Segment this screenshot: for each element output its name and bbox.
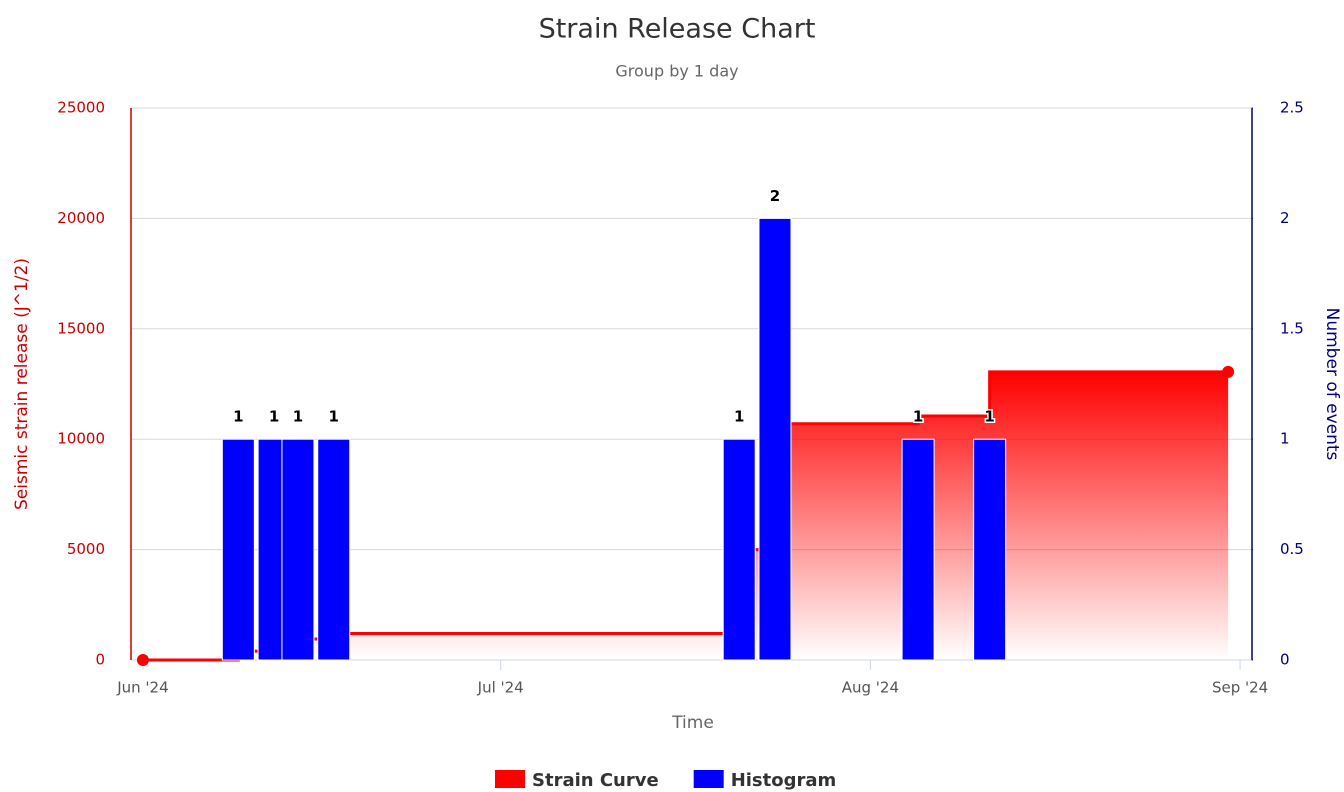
y2-tick-label: 2.5 — [1280, 99, 1304, 117]
legend-swatch — [495, 770, 525, 788]
histogram-bar — [221, 438, 255, 661]
x-tick-label: Jun '24 — [116, 679, 168, 697]
legend: Strain Curve Histogram — [495, 770, 836, 791]
x-axis-title: Time — [671, 713, 714, 733]
strain-marker — [1222, 365, 1235, 378]
y2-tick-label: 1 — [1280, 430, 1290, 448]
histogram-bar — [722, 438, 756, 661]
y-tick-label: 25000 — [57, 99, 105, 117]
strain-marker — [136, 654, 149, 666]
y2-tick-label: 2 — [1280, 209, 1290, 227]
y2-tick-label: 0.5 — [1280, 540, 1304, 558]
strain-area — [142, 371, 1229, 660]
bar-value-label: 1 — [269, 408, 279, 426]
y-tick-label: 0 — [95, 651, 105, 669]
histogram-bar — [901, 438, 935, 661]
histogram-bar — [317, 438, 351, 661]
y-tick-label: 20000 — [57, 209, 105, 227]
histogram-bar — [973, 438, 1007, 661]
legend-swatch — [693, 770, 724, 788]
y-tick-label: 15000 — [57, 319, 105, 337]
y2-tick-label: 0 — [1280, 651, 1290, 669]
x-tick-label: Aug '24 — [842, 679, 899, 697]
x-tick-label: Sep '24 — [1212, 679, 1268, 697]
bar-value-label: 2 — [770, 187, 780, 205]
bar-value-label: 1 — [233, 408, 243, 426]
bar-value-label: 1 — [984, 408, 994, 426]
y-tick-label: 5000 — [67, 540, 105, 558]
legend-label: Strain Curve — [532, 770, 659, 791]
y2-axis-title: Number of events — [1322, 308, 1342, 461]
x-tick-label: Jul '24 — [477, 679, 524, 697]
legend-label: Histogram — [731, 770, 837, 791]
histogram-bar — [758, 217, 792, 661]
bar-value-label: 1 — [329, 408, 339, 426]
bar-value-label: 1 — [734, 408, 744, 426]
histogram-bar — [281, 438, 315, 661]
y-tick-label: 10000 — [57, 430, 105, 448]
bar-value-label: 1 — [293, 408, 303, 426]
chart-subtitle: Group by 1 day — [615, 62, 738, 81]
chart-title: Strain Release Chart — [539, 14, 816, 45]
bar-value-label: 1 — [913, 408, 923, 426]
y2-tick-label: 1.5 — [1280, 319, 1304, 337]
y-axis-title: Seismic strain release (J^1/2) — [12, 258, 32, 510]
